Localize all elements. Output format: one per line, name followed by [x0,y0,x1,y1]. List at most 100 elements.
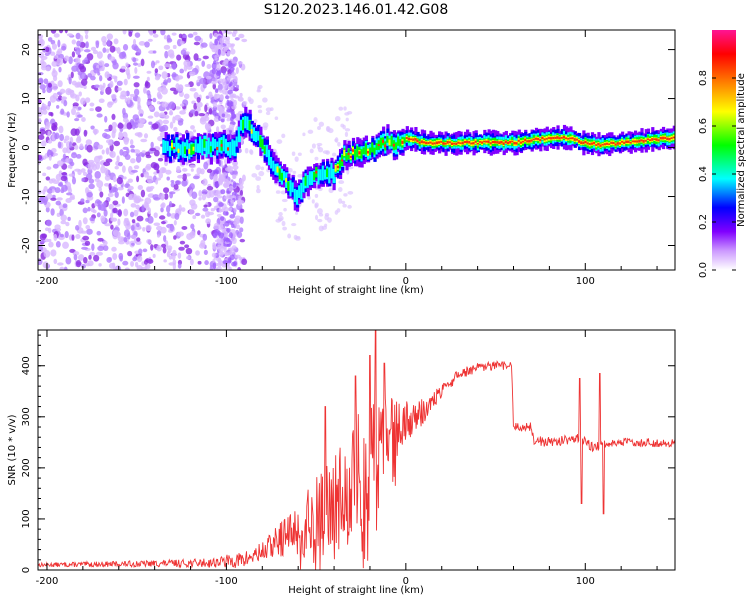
noise-blob [338,198,343,204]
noise-blob [60,99,65,104]
ridge-segment [201,139,205,156]
ridge-segment [455,142,459,146]
noise-blob [317,125,321,130]
noise-blob [123,208,129,217]
noise-blob [231,245,237,250]
noise-blob [166,34,171,43]
noise-blob [158,114,166,118]
noise-blob [157,157,164,162]
ridge-segment [431,142,435,145]
noise-blob [239,227,244,233]
noise-blob [163,79,168,86]
noise-blob [94,178,100,183]
ridge-segment [246,116,250,130]
noise-blob [114,85,119,93]
noise-blob [200,168,205,175]
ridge-segment [276,166,280,173]
ridge-segment [534,137,539,140]
noise-blob [177,252,182,259]
noise-blob [218,208,222,213]
noise-blob [127,97,131,105]
ridge-segment [186,139,190,150]
noise-blob [100,215,106,223]
ridge-segment [552,136,556,140]
noise-blob [311,143,316,149]
noise-blob [90,46,97,51]
noise-blob [170,180,175,184]
noise-blob [203,161,209,170]
noise-blob [214,38,218,46]
ridge-segment [371,142,375,153]
noise-blob [164,193,169,200]
noise-blob [62,147,68,154]
ridge-segment [263,146,267,154]
noise-blob [168,255,173,260]
noise-blob [189,199,196,206]
noise-blob [196,82,201,87]
noise-blob [102,47,107,53]
noise-blob [234,254,241,259]
noise-blob [347,204,352,209]
noise-blob [307,195,311,200]
noise-blob [112,229,119,237]
colorbar-tick-label: 0.6 [698,118,709,134]
ridge-segment [267,149,272,166]
noise-blob [38,258,43,266]
noise-blob [337,141,341,147]
ridge-segment [414,138,418,141]
ridge-segment [528,139,532,143]
noise-blob [90,75,96,81]
noise-blob [93,128,98,136]
noise-blob [85,199,90,204]
noise-blob [212,155,217,160]
noise-blob [142,226,146,232]
noise-blob [99,204,106,211]
ridge-segment [179,144,183,156]
noise-blob [108,124,113,132]
noise-blob [156,234,161,238]
noise-blob [174,180,182,186]
noise-blob [239,238,246,243]
noise-blob [159,215,166,220]
noise-blob [120,65,127,70]
spectrogram-marks [38,30,675,270]
noise-blob [74,118,80,122]
noise-blob [98,263,102,267]
noise-blob [153,222,161,226]
noise-blob [40,140,47,147]
noise-blob [192,129,197,133]
noise-blob [136,255,143,263]
noise-blob [105,86,112,95]
noise-blob [99,191,104,198]
noise-blob [166,212,171,217]
ridge-segment [349,155,353,158]
noise-blob [214,54,218,61]
noise-blob [213,169,219,176]
noise-blob [169,121,174,129]
noise-blob [75,32,81,40]
ridge-segment [168,145,173,157]
noise-blob [52,83,58,91]
noise-blob [85,97,91,103]
noise-blob [185,247,193,255]
noise-blob [218,202,224,207]
noise-blob [314,202,319,208]
noise-blob [81,264,86,269]
noise-blob [140,173,145,178]
noise-blob [232,174,236,179]
noise-blob [314,156,319,161]
noise-blob [127,178,133,183]
ridge-segment [321,165,325,181]
noise-blob [180,207,186,212]
noise-blob [99,75,103,82]
noise-blob [43,185,48,192]
noise-blob [51,122,57,131]
noise-blob [199,117,207,125]
noise-blob [192,175,200,180]
noise-blob [148,105,154,110]
noise-blob [189,258,194,266]
noise-blob [110,75,118,80]
noise-blob [63,138,67,144]
noise-blob [197,260,202,265]
ridge-segment [511,140,515,143]
